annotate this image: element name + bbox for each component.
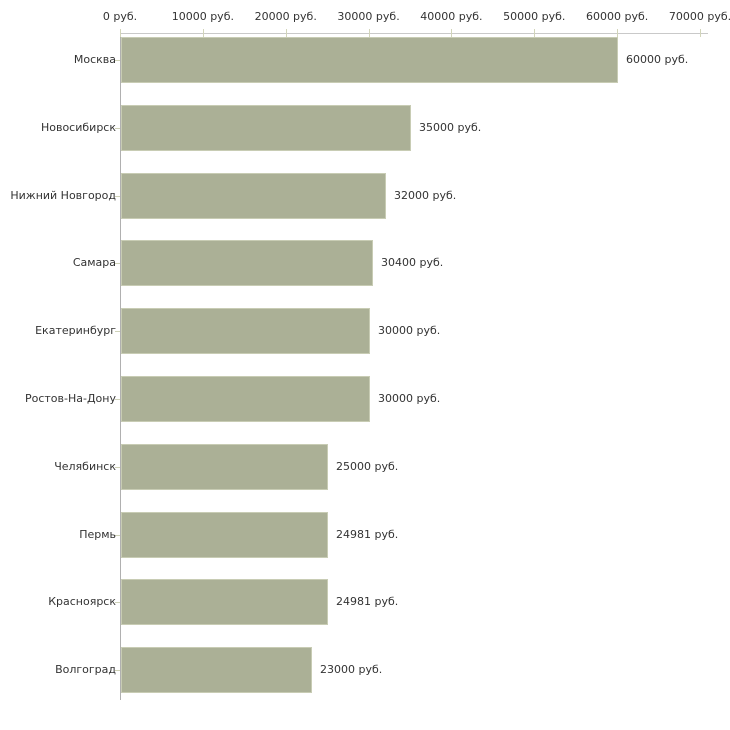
bar	[121, 105, 411, 151]
bar-value-label: 30000 руб.	[378, 392, 441, 405]
x-axis-tick-label: 20000 руб.	[254, 10, 317, 23]
x-axis-tick-label: 30000 руб.	[337, 10, 400, 23]
bar-value-label: 30000 руб.	[378, 324, 441, 337]
x-axis-tick-label: 0 руб.	[102, 10, 138, 23]
bar	[121, 512, 328, 558]
x-axis-line	[120, 33, 708, 34]
bar-value-label: 23000 руб.	[320, 663, 383, 676]
x-axis-tick-label: 70000 руб.	[668, 10, 730, 23]
bar	[121, 240, 373, 286]
category-label: Красноярск	[48, 595, 116, 608]
y-axis-category-tick	[115, 263, 120, 264]
bar	[121, 444, 328, 490]
bar	[121, 376, 370, 422]
category-label: Москва	[73, 53, 116, 66]
x-axis-tick-mark	[451, 29, 453, 37]
x-axis-tick-label: 60000 руб.	[586, 10, 649, 23]
category-label: Нижний Новгород	[10, 189, 116, 202]
category-label: Новосибирск	[40, 121, 116, 134]
y-axis-category-tick	[115, 467, 120, 468]
category-label: Волгоград	[55, 663, 116, 676]
y-axis-category-tick	[115, 128, 120, 129]
bar	[121, 308, 370, 354]
bar	[121, 647, 312, 693]
y-axis-line	[120, 33, 121, 700]
category-label: Челябинск	[54, 460, 116, 473]
y-axis-category-tick	[115, 196, 120, 197]
y-axis-category-tick	[115, 331, 120, 332]
x-axis-tick-label: 40000 руб.	[420, 10, 483, 23]
bar	[121, 579, 328, 625]
y-axis-category-tick	[115, 535, 120, 536]
bar-value-label: 24981 руб.	[336, 595, 399, 608]
bar-value-label: 30400 руб.	[381, 256, 444, 269]
y-axis-category-tick	[115, 670, 120, 671]
x-axis-tick-mark	[617, 29, 619, 37]
x-axis-tick-mark	[368, 29, 370, 37]
x-axis-tick-mark	[700, 29, 701, 37]
category-label: Пермь	[79, 528, 116, 541]
y-axis-category-tick	[115, 60, 120, 61]
bar-value-label: 25000 руб.	[336, 460, 399, 473]
bar-value-label: 60000 руб.	[626, 53, 689, 66]
x-axis-tick-mark	[285, 29, 287, 37]
y-axis-category-tick	[115, 399, 120, 400]
bar-value-label: 35000 руб.	[419, 121, 482, 134]
bar-value-label: 24981 руб.	[336, 528, 399, 541]
category-label: Екатеринбург	[35, 324, 116, 337]
x-axis-tick-label: 10000 руб.	[171, 10, 234, 23]
x-axis-tick-mark	[534, 29, 536, 37]
y-axis-category-tick	[115, 602, 120, 603]
bar	[121, 37, 618, 83]
bar-value-label: 32000 руб.	[394, 189, 457, 202]
x-axis-tick-mark	[120, 29, 121, 37]
bar	[121, 173, 386, 219]
category-label: Самара	[72, 256, 116, 269]
category-label: Ростов-На-Дону	[24, 392, 116, 405]
x-axis-tick-mark	[202, 29, 204, 37]
x-axis-tick-label: 50000 руб.	[503, 10, 566, 23]
